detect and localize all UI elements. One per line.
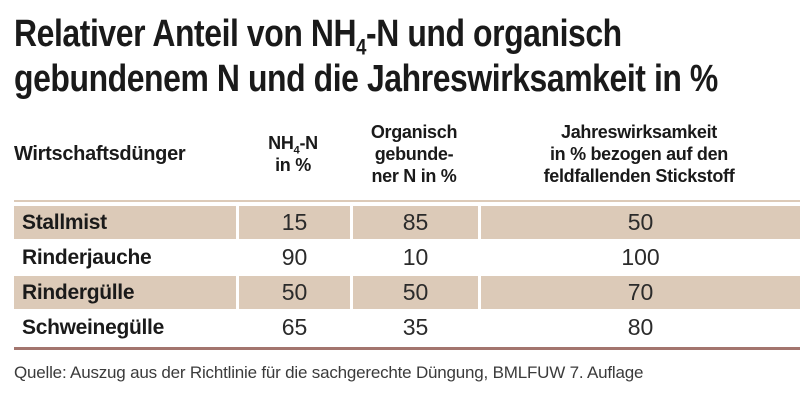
header-jahreswirksamkeit-line-3: feldfallenden Stickstoff [543,166,735,186]
effectiveness-value: 80 [478,311,800,344]
bottom-rule [14,347,800,350]
organic-n-value: 85 [350,206,478,239]
effectiveness-value: 70 [478,276,800,309]
nh4-value: 50 [236,276,350,309]
page-title: Relativer Anteil von NH4-N und organisch… [14,12,718,102]
nh4-value: 65 [236,311,350,344]
organic-n-value: 35 [350,311,478,344]
column-header-jahreswirksamkeit: Jahreswirksamkeit in % bezogen auf den f… [478,121,800,187]
row-label: Schweinegülle [22,315,164,339]
source-note: Quelle: Auszug aus der Richtlinie für di… [14,363,644,382]
column-header-nh4-n: NH4-N in % [236,132,350,176]
infobox: Relativer Anteil von NH4-N und organisch… [14,12,800,382]
table-header-row: Wirtschaftsdünger NH4-N in % Organisch g… [14,108,800,200]
header-organisch-line-3: ner N in % [371,166,457,186]
nh4-value: 15 [236,206,350,239]
header-jahreswirksamkeit-line-1: Jahreswirksamkeit [560,122,717,142]
effectiveness-value: 50 [478,206,800,239]
header-nh4-post: -N [299,133,318,153]
title-line-2: gebundenem N und die Jahreswirksamkeit i… [14,58,718,100]
organic-n-value: 10 [350,241,478,274]
title-line-1-text: Relativer Anteil von NH [14,13,357,55]
title-line-1: Relativer Anteil von NH4-N und organisch [14,12,674,60]
column-header-wirtschaftsduenger: Wirtschaftsdünger [14,142,186,165]
header-nh4-pre: NH [268,133,294,153]
table-row-schweineguelle: Schweinegülle 65 35 80 [14,311,800,346]
table-row-rinderguelle: Rindergülle 50 50 70 [14,276,800,311]
header-nh4-subscript: 4 [293,144,300,157]
organic-n-value: 50 [350,276,478,309]
header-nh4-line-2: in % [275,155,311,175]
header-jahreswirksamkeit-line-2: in % bezogen auf den [549,144,728,164]
nh4-value: 90 [236,241,350,274]
title-subscript: 4 [356,34,367,60]
column-header-organisch-gebundener-n: Organisch gebunde- ner N in % [350,121,478,187]
effectiveness-value: 100 [478,241,800,274]
header-nh4-line-1: NH4-N [236,132,350,157]
table-row-rinderjauche: Rinderjauche 90 10 100 [14,241,800,276]
row-label: Stallmist [22,210,107,234]
title-line-1-rest: -N und organisch [366,13,622,55]
table-row-stallmist: Stallmist 15 85 50 [14,206,800,241]
header-organisch-line-1: Organisch [370,122,458,142]
header-organisch-line-2: gebunde- [374,144,454,164]
fertilizer-table: Wirtschaftsdünger NH4-N in % Organisch g… [14,108,800,350]
row-label: Rinderjauche [22,245,152,269]
table-top-border [14,200,800,202]
row-label: Rindergülle [22,280,135,304]
